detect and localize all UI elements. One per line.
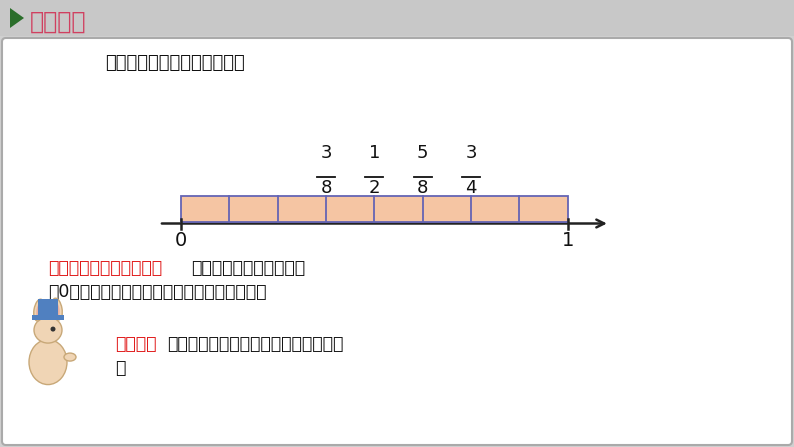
- Text: 总结用直线的点表示分数: 总结用直线的点表示分数: [48, 259, 162, 277]
- Text: 从0点数到分子数的点，该点就表示这个分数。: 从0点数到分子数的点，该点就表示这个分数。: [48, 283, 267, 301]
- Ellipse shape: [64, 353, 76, 361]
- Text: 8: 8: [417, 179, 429, 198]
- Polygon shape: [10, 8, 24, 28]
- Text: 用直线上的点表示下面各数。: 用直线上的点表示下面各数。: [105, 54, 245, 72]
- Ellipse shape: [52, 298, 62, 320]
- Bar: [181, 197, 568, 222]
- Bar: [32, 315, 64, 320]
- Text: 8: 8: [320, 179, 332, 198]
- Text: 1: 1: [368, 144, 380, 162]
- Ellipse shape: [33, 299, 44, 321]
- Text: 0: 0: [175, 232, 187, 250]
- Bar: [38, 299, 58, 315]
- Circle shape: [51, 327, 56, 332]
- Text: 谜一谜：: 谜一谜：: [115, 335, 156, 353]
- Text: 4: 4: [465, 179, 476, 198]
- Text: 1: 1: [561, 232, 574, 250]
- Text: 新知探究: 新知探究: [30, 10, 87, 34]
- Ellipse shape: [54, 302, 60, 316]
- Text: 3: 3: [465, 144, 476, 162]
- Ellipse shape: [37, 303, 42, 317]
- Ellipse shape: [29, 340, 67, 384]
- Text: ？: ？: [115, 359, 125, 377]
- Text: ：把数轴均分成分母份，: ：把数轴均分成分母份，: [191, 259, 305, 277]
- Bar: [0, 0, 794, 36]
- FancyBboxPatch shape: [2, 38, 792, 445]
- Ellipse shape: [34, 317, 62, 343]
- Text: 3: 3: [320, 144, 332, 162]
- Text: 2: 2: [368, 179, 380, 198]
- Text: 5: 5: [417, 144, 429, 162]
- Text: 有一根数轴怎样确定线段被分成两个点: 有一根数轴怎样确定线段被分成两个点: [167, 335, 343, 353]
